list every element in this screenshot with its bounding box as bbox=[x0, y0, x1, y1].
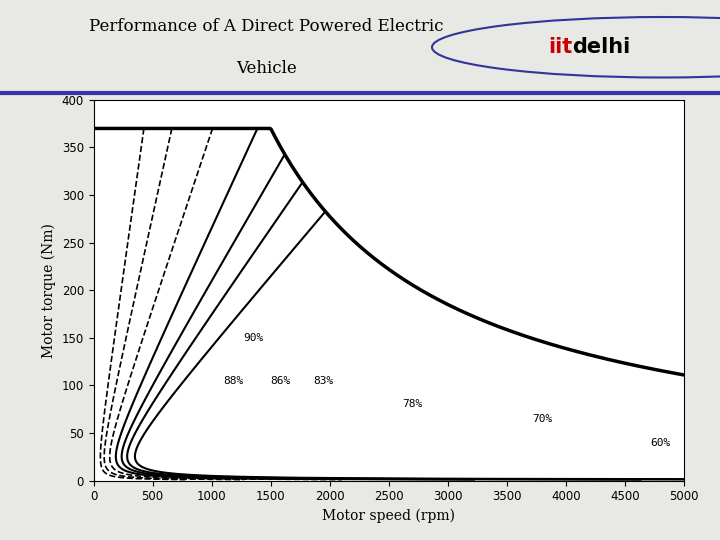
Text: Performance of A Direct Powered Electric: Performance of A Direct Powered Electric bbox=[89, 18, 444, 35]
Text: Vehicle: Vehicle bbox=[236, 59, 297, 77]
Y-axis label: Motor torque (Nm): Motor torque (Nm) bbox=[42, 223, 56, 357]
Text: 90%: 90% bbox=[243, 333, 263, 343]
Text: 70%: 70% bbox=[532, 414, 552, 424]
X-axis label: Motor speed (rpm): Motor speed (rpm) bbox=[323, 509, 455, 523]
Text: delhi: delhi bbox=[572, 37, 631, 57]
Text: iit: iit bbox=[548, 37, 572, 57]
Text: 78%: 78% bbox=[402, 400, 423, 409]
Text: 86%: 86% bbox=[270, 376, 290, 386]
Text: 60%: 60% bbox=[650, 437, 670, 448]
Text: 83%: 83% bbox=[314, 376, 334, 386]
Text: 88%: 88% bbox=[222, 376, 243, 386]
